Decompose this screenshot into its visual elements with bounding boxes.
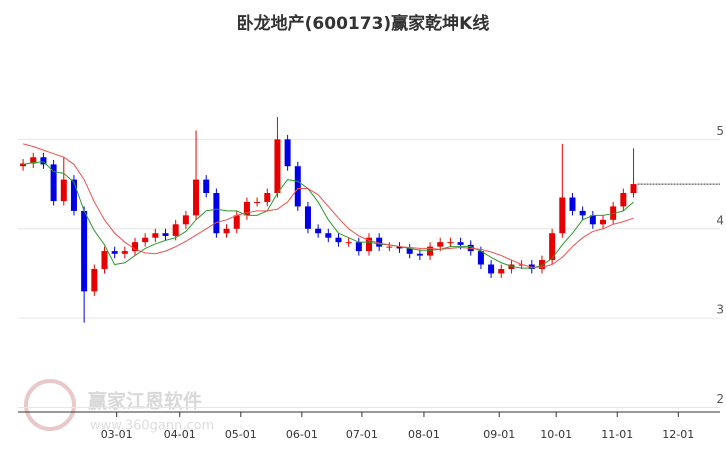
candle-body — [304, 206, 311, 229]
candle-body — [264, 193, 271, 202]
candle-body — [376, 237, 383, 247]
candle-body — [355, 242, 362, 252]
candle-body — [132, 242, 138, 252]
candle-body — [416, 253, 423, 256]
moving-average — [23, 161, 634, 269]
candle-body — [589, 215, 596, 225]
x-tick-label: 06-01 — [286, 428, 318, 441]
candle-body — [396, 246, 403, 249]
chart-title: 卧龙地产(600173)赢家乾坤K线 — [237, 13, 490, 34]
candle-body — [559, 197, 566, 234]
candle-body — [254, 201, 261, 203]
candle-body — [549, 233, 556, 261]
candle-body — [40, 157, 47, 165]
candle-body — [274, 139, 281, 194]
candle-body — [193, 179, 200, 216]
candle-body — [111, 251, 118, 254]
watermark: 赢家江恩软件 — [88, 390, 202, 413]
candle-body — [60, 179, 67, 202]
candle-body — [477, 251, 484, 265]
candle-body — [498, 268, 505, 274]
candle-body — [620, 193, 627, 207]
candle-body — [386, 246, 393, 248]
y-tick-label: 2 — [716, 392, 724, 406]
x-tick-label: 09-01 — [483, 428, 515, 441]
candle-body — [284, 139, 291, 167]
candle-body — [182, 215, 189, 225]
candle-body — [162, 233, 169, 236]
candle-body — [335, 237, 342, 243]
watermark-url: www.360gann.com — [90, 419, 214, 434]
candle-body — [437, 242, 444, 247]
candle-body — [30, 157, 37, 164]
candle-body — [142, 237, 149, 243]
candle-body — [427, 246, 434, 256]
candle-body — [101, 251, 108, 269]
candle-body — [600, 219, 606, 225]
candle-body — [81, 210, 88, 292]
candle-body — [488, 264, 495, 274]
candle-body — [325, 233, 332, 238]
moving-average — [22, 143, 634, 268]
candle-body — [172, 224, 179, 236]
candle-body — [243, 201, 250, 216]
candle-body — [213, 193, 220, 234]
candle-body — [91, 268, 98, 292]
candle-body — [152, 233, 159, 238]
y-tick-label: 4 — [716, 213, 724, 227]
x-tick-label: 10-01 — [540, 428, 572, 441]
candle-body — [366, 237, 372, 252]
candle-body — [315, 228, 322, 234]
candle-body — [294, 166, 301, 207]
x-tick-label: 11-01 — [601, 428, 633, 441]
candle-body — [457, 242, 464, 245]
candle-body — [20, 163, 27, 167]
y-tick-label: 5 — [716, 124, 724, 138]
candle-body — [406, 248, 413, 254]
watermark-logo — [24, 379, 76, 431]
candle-body — [569, 197, 576, 211]
x-tick-label: 05-01 — [225, 428, 257, 441]
x-tick-label: 12-01 — [662, 428, 694, 441]
candle-body — [345, 242, 352, 244]
candle-body — [630, 184, 637, 194]
candle-body — [203, 179, 210, 194]
candle-body — [579, 210, 586, 216]
candle-body — [233, 215, 240, 229]
candle-body — [447, 242, 454, 244]
x-tick-label: 04-01 — [164, 428, 196, 441]
candle-body — [50, 164, 57, 202]
x-tick-label: 07-01 — [346, 428, 378, 441]
x-tick-label: 08-01 — [408, 428, 440, 441]
x-tick-label: 03-01 — [101, 428, 133, 441]
candle-body — [121, 251, 128, 254]
candle-body — [70, 179, 77, 211]
y-tick-label: 3 — [716, 303, 724, 317]
candle-body — [223, 228, 230, 234]
candle-body — [538, 260, 545, 269]
